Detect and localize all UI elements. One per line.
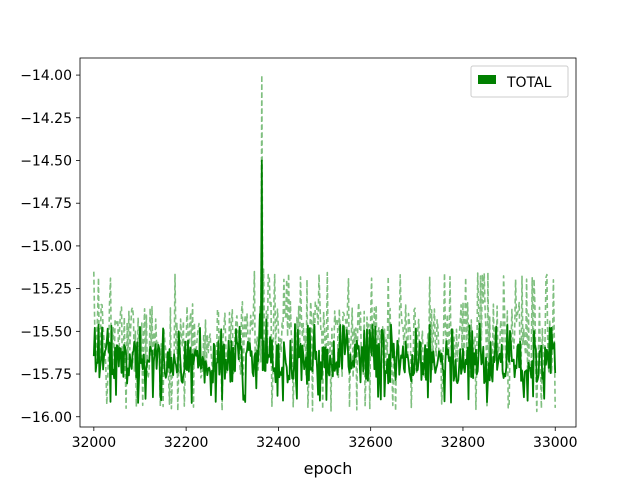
series-layer (92, 74, 557, 413)
legend-swatch (478, 75, 496, 84)
x-tick-label: 32600 (348, 435, 393, 451)
y-tick-label: −16.00 (20, 410, 72, 426)
legend-label-total: TOTAL (506, 75, 552, 91)
legend-box (470, 65, 569, 98)
y-tick-label: −14.75 (20, 196, 72, 212)
y-tick-label: −15.50 (20, 324, 72, 340)
x-tick-label: 32800 (441, 435, 486, 451)
y-tick-label: −15.00 (20, 239, 72, 255)
axes-frame (79, 57, 577, 428)
x-tick-label: 32000 (72, 435, 117, 451)
y-tick-label: −14.50 (20, 154, 72, 170)
y-axis: −14.00 −14.25 −14.50 −14.75 −15.00 −15.25 −15.… (20, 68, 80, 426)
x-axis-label: epoch (304, 459, 353, 478)
series-total-line (92, 159, 557, 404)
x-tick-label: 32400 (256, 435, 301, 451)
y-tick-label: −15.25 (20, 282, 72, 298)
y-tick-label: −15.75 (20, 367, 72, 383)
y-tick-label: −14.00 (20, 68, 72, 84)
x-tick-label: 33000 (533, 435, 578, 451)
legend: TOTAL (470, 65, 569, 98)
x-axis: 32000 32200 32400 32600 32800 33000 (72, 427, 578, 451)
x-tick-label: 32200 (164, 435, 209, 451)
series-dashed-line (93, 74, 556, 413)
y-tick-label: −14.25 (20, 111, 72, 127)
